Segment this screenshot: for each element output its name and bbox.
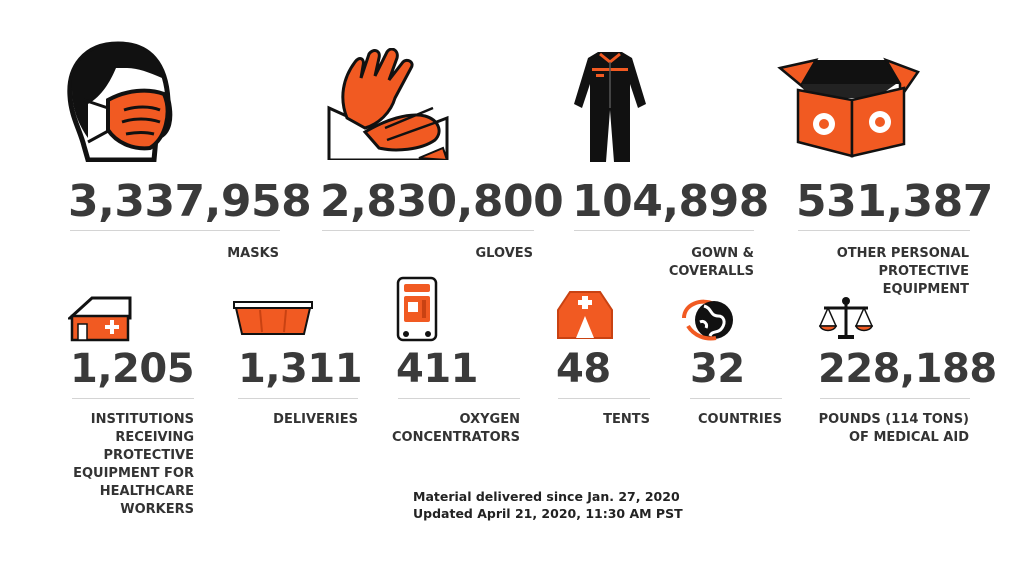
crate-icon [232, 300, 314, 336]
medical-tent-icon [556, 290, 614, 340]
oxygen-label: OXYGEN CONCENTRATORS [392, 412, 520, 445]
globe-icon [680, 296, 736, 342]
oxygen-count: 411 [396, 346, 479, 392]
tents-divider [558, 398, 650, 399]
deliveries-divider [238, 398, 358, 399]
gloves-count: 2,830,800 [320, 176, 564, 227]
oxygen-concentrator-icon [396, 276, 438, 342]
coverall-icon [570, 48, 650, 164]
gowns-count: 104,898 [572, 176, 769, 227]
scale-icon [818, 296, 874, 340]
institutions-divider [72, 398, 194, 399]
gowns-divider [574, 230, 754, 231]
hospital-icon [66, 296, 132, 342]
masks-count: 3,337,958 [68, 176, 312, 227]
masks-divider [70, 230, 280, 231]
institutions-count: 1,205 [70, 346, 195, 392]
countries-count: 32 [690, 346, 745, 392]
updated-timestamp: Updated April 21, 2020, 11:30 AM PST [413, 506, 683, 521]
gloves-label: GLOVES [475, 246, 534, 261]
masks-label: MASKS [227, 246, 279, 261]
gloves-divider [322, 230, 534, 231]
deliveries-label: DELIVERIES [273, 412, 358, 427]
institutions-label: INSTITUTIONS RECEIVING PROTECTIVE EQUIPM… [73, 412, 194, 517]
update-note: Material delivered since Jan. 27, 2020 U… [413, 488, 683, 522]
pounds-label: POUNDS (114 TONS) OF MEDICAL AID [818, 412, 969, 445]
countries-divider [690, 398, 782, 399]
pounds-divider [820, 398, 970, 399]
tents-label: TENTS [603, 412, 650, 427]
gowns-label: GOWN & COVERALLS [668, 246, 754, 279]
face-mask-icon [62, 38, 174, 163]
deliveries-count: 1,311 [238, 346, 363, 392]
oxygen-divider [398, 398, 520, 399]
countries-label: COUNTRIES [698, 412, 782, 427]
other-ppe-divider [798, 230, 970, 231]
other-ppe-count: 531,387 [796, 176, 993, 227]
pounds-count: 228,188 [818, 346, 997, 392]
delivered-since-text: Material delivered since Jan. 27, 2020 [413, 489, 680, 504]
gloves-icon [325, 47, 451, 162]
open-box-icon [776, 54, 922, 158]
tents-count: 48 [556, 346, 611, 392]
other-ppe-label: OTHER PERSONAL PROTECTIVE EQUIPMENT [836, 246, 969, 297]
